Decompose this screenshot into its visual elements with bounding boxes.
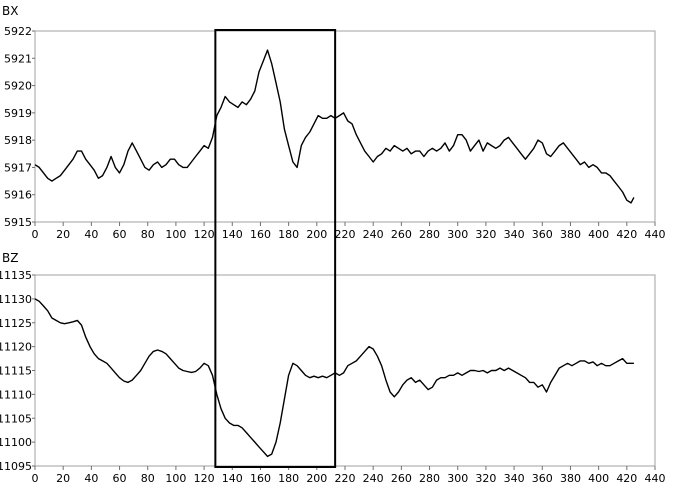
bz-x-tick-label: 380 bbox=[560, 472, 581, 485]
bz-y-tick-label: 11135 bbox=[0, 269, 32, 282]
bx-x-tick-label: 300 bbox=[447, 228, 468, 241]
bz-y-tick-label: 11120 bbox=[0, 341, 32, 354]
bx-x-tick-label: 40 bbox=[84, 228, 98, 241]
bx-x-tick-label: 320 bbox=[475, 228, 496, 241]
bz-x-tick-label: 0 bbox=[32, 472, 39, 485]
bx-y-tick-label: 5919 bbox=[4, 107, 32, 120]
bz-ticks: 0 20 40 60 80 100 120 140 160 180 200 220 240 260 280 3… bbox=[0, 269, 666, 485]
bz-x-tick-label: 220 bbox=[335, 472, 356, 485]
bx-x-tick-label: 140 bbox=[222, 228, 243, 241]
bx-x-tick-label: 440 bbox=[645, 228, 666, 241]
bz-x-tick-label: 240 bbox=[363, 472, 384, 485]
bz-x-tick-label: 60 bbox=[113, 472, 127, 485]
bx-y-tick-label: 5920 bbox=[4, 80, 32, 93]
bz-x-tick-label: 180 bbox=[278, 472, 299, 485]
bz-x-tick-label: 440 bbox=[645, 472, 666, 485]
bx-x-tick-label: 380 bbox=[560, 228, 581, 241]
bx-x-tick-label: 100 bbox=[165, 228, 186, 241]
bx-x-tick-label: 400 bbox=[588, 228, 609, 241]
bz-x-tick-label: 420 bbox=[616, 472, 637, 485]
bz-x-tick-label: 400 bbox=[588, 472, 609, 485]
bz-x-tick-label: 200 bbox=[306, 472, 327, 485]
bx-x-tick-label: 420 bbox=[616, 228, 637, 241]
bz-x-tick-label: 340 bbox=[504, 472, 525, 485]
bx-y-tick-label: 5918 bbox=[4, 134, 32, 147]
bz-title: BZ bbox=[2, 251, 18, 265]
bx-title: BX bbox=[2, 4, 18, 18]
bz-y-tick-label: 11130 bbox=[0, 293, 32, 306]
bx-x-tick-label: 0 bbox=[32, 228, 39, 241]
bx-panel: BX 0 20 40 60 80 100 120 140 160 180 200 220 240 260 2… bbox=[2, 4, 666, 241]
bx-x-tick-label: 260 bbox=[391, 228, 412, 241]
bz-x-tick-label: 280 bbox=[419, 472, 440, 485]
bz-x-tick-label: 300 bbox=[447, 472, 468, 485]
bz-y-tick-label: 11125 bbox=[0, 317, 32, 330]
bz-y-tick-label: 11105 bbox=[0, 412, 32, 425]
bz-x-tick-label: 40 bbox=[84, 472, 98, 485]
bz-y-tick-label: 11115 bbox=[0, 365, 32, 378]
bz-panel: BZ 0 20 40 60 80 100 120 140 160 180 200 220 240 260 2… bbox=[0, 251, 666, 485]
bx-y-tick-label: 5917 bbox=[4, 161, 32, 174]
bz-x-tick-label: 20 bbox=[56, 472, 70, 485]
bx-x-tick-label: 340 bbox=[504, 228, 525, 241]
bx-x-tick-label: 180 bbox=[278, 228, 299, 241]
bz-x-tick-label: 120 bbox=[194, 472, 215, 485]
bz-x-tick-label: 100 bbox=[165, 472, 186, 485]
bx-x-tick-label: 120 bbox=[194, 228, 215, 241]
bx-x-tick-label: 200 bbox=[306, 228, 327, 241]
bz-x-tick-label: 140 bbox=[222, 472, 243, 485]
bx-y-tick-label: 5916 bbox=[4, 189, 32, 202]
highlight-box bbox=[214, 29, 337, 468]
bx-x-tick-label: 160 bbox=[250, 228, 271, 241]
bz-y-tick-label: 11110 bbox=[0, 388, 32, 401]
bx-x-tick-label: 80 bbox=[141, 228, 155, 241]
bz-x-tick-label: 160 bbox=[250, 472, 271, 485]
bz-x-tick-label: 80 bbox=[141, 472, 155, 485]
bx-y-tick-label: 5915 bbox=[4, 216, 32, 229]
bz-y-tick-label: 11095 bbox=[0, 460, 32, 473]
bz-x-tick-label: 320 bbox=[475, 472, 496, 485]
bx-y-tick-label: 5922 bbox=[4, 25, 32, 38]
bx-plot-frame bbox=[34, 30, 656, 223]
bx-x-tick-label: 240 bbox=[363, 228, 384, 241]
bx-x-tick-label: 360 bbox=[532, 228, 553, 241]
bx-x-tick-label: 280 bbox=[419, 228, 440, 241]
bz-x-tick-label: 360 bbox=[532, 472, 553, 485]
bx-y-tick-label: 5921 bbox=[4, 52, 32, 65]
bz-y-tick-label: 11100 bbox=[0, 436, 32, 449]
bx-ticks: 0 20 40 60 80 100 120 140 160 180 200 220 240 260 280 3… bbox=[4, 25, 666, 241]
bx-x-tick-label: 20 bbox=[56, 228, 70, 241]
bx-x-tick-label: 220 bbox=[335, 228, 356, 241]
bx-x-tick-label: 60 bbox=[113, 228, 127, 241]
bz-x-tick-label: 260 bbox=[391, 472, 412, 485]
